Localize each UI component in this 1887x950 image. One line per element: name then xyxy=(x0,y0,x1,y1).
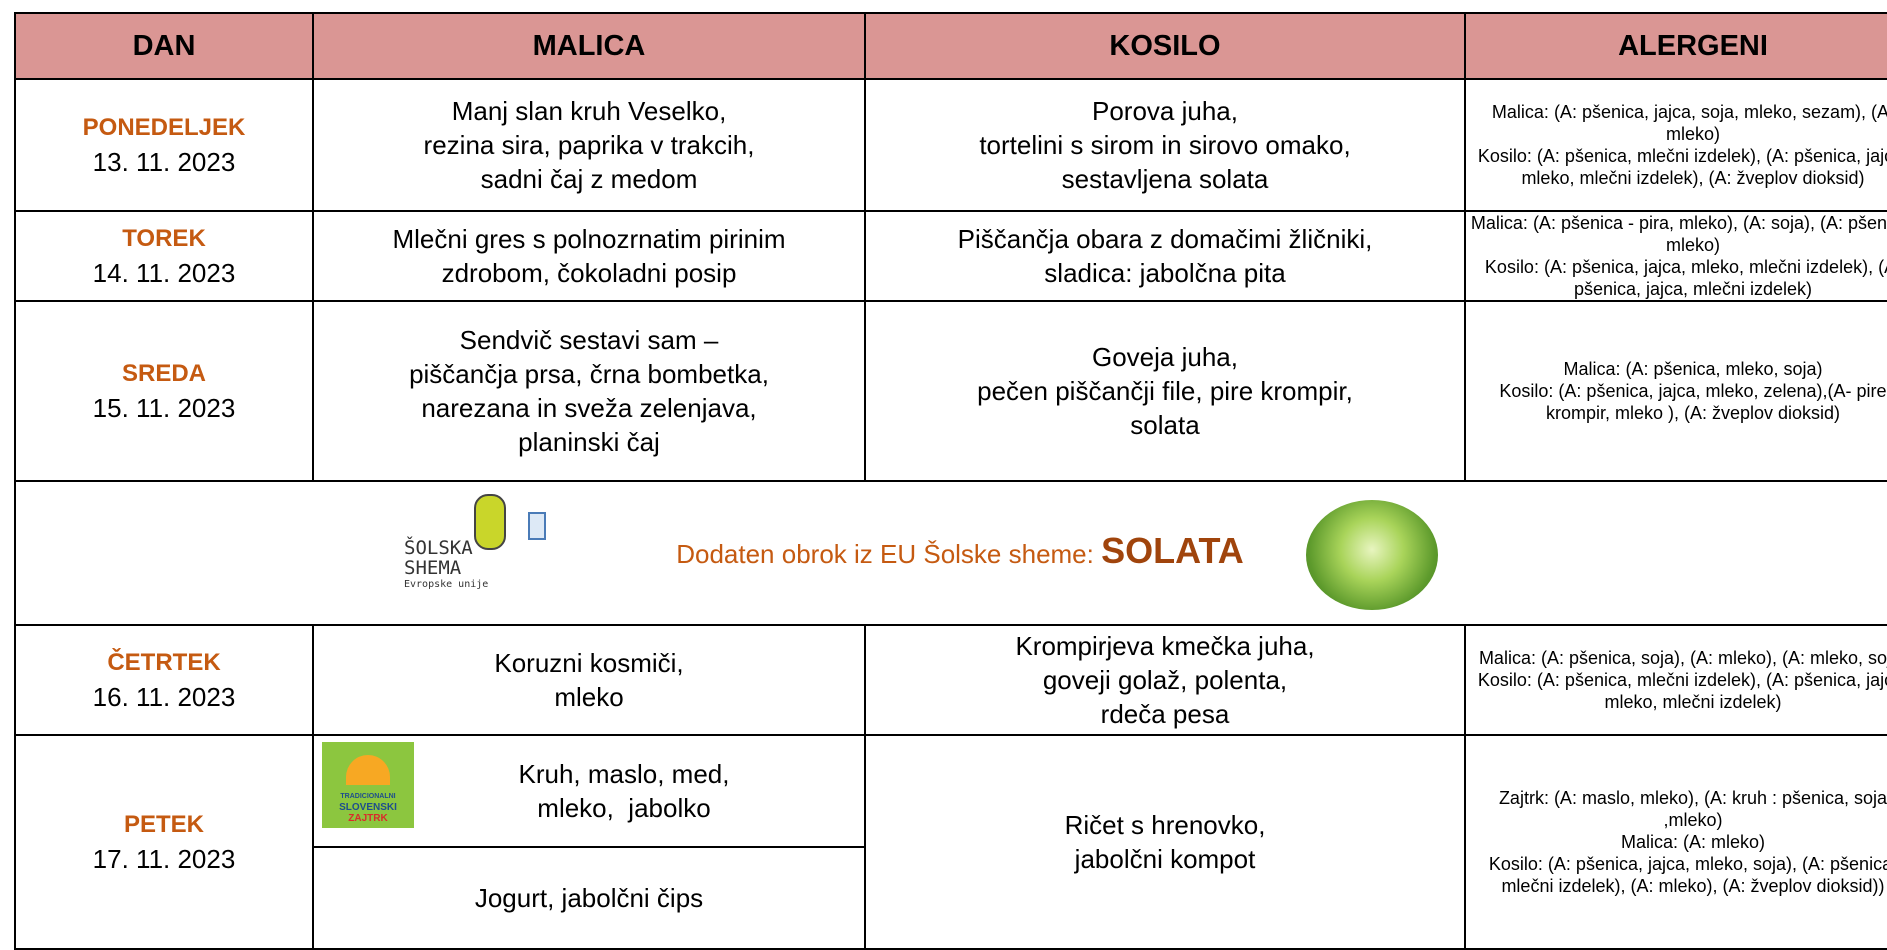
day-name: TOREK xyxy=(122,225,206,252)
alergeni-cell: Malica: (A: pšenica - pira, mleko), (A: … xyxy=(1464,210,1887,302)
logo-text: SLOVENSKI xyxy=(339,802,397,813)
banner-cell xyxy=(14,480,1887,626)
malica-line: rezina sira, paprika v trakcih, xyxy=(423,130,755,160)
kosilo-line: tortelini s sirom in sirovo omako, xyxy=(979,130,1351,160)
alergeni-line: Zajtrk: (A: maslo, mleko), (A: kruh : pš… xyxy=(1498,788,1887,830)
header-cell: DAN xyxy=(14,12,314,80)
malica-line: mleko, jabolko xyxy=(537,793,711,823)
header-cell: KOSILO xyxy=(864,12,1466,80)
alergeni-line: Kosilo: (A: pšenica, jajca, mleko, zelen… xyxy=(1499,381,1887,423)
alergeni-cell: Malica: (A: pšenica, soja), (A: mleko), … xyxy=(1464,624,1887,736)
alergeni-line: Kosilo: (A: pšenica, jajca, mleko, mlečn… xyxy=(1484,257,1887,299)
column-title: MALICA xyxy=(532,29,646,62)
malica-line: planinski čaj xyxy=(518,427,660,457)
malica-cell: Koruzni kosmiči, mleko xyxy=(312,624,866,736)
header-cell: MALICA xyxy=(312,12,866,80)
kosilo-line: rdeča pesa xyxy=(1100,699,1230,729)
day-date: 16. 11. 2023 xyxy=(92,682,236,712)
logo-figure xyxy=(474,494,506,550)
malica-cell: Mlečni gres s polnozrnatim pirinim zdrobo… xyxy=(312,210,866,302)
kosilo-line: goveji golaž, polenta, xyxy=(1042,665,1288,695)
kosilo-cell: Goveja juha, pečen piščančji file, pire k… xyxy=(864,300,1466,482)
day-name: PETEK xyxy=(123,811,204,838)
banner-label: Dodaten obrok iz EU Šolske sheme: xyxy=(676,539,1094,569)
column-title: ALERGENI xyxy=(1618,29,1768,62)
malica-line: zdrobom, čokoladni posip xyxy=(441,258,737,288)
malica-line: Koruzni kosmiči, xyxy=(494,648,684,678)
kosilo-cell: Krompirjeva kmečka juha, goveji golaž, po… xyxy=(864,624,1466,736)
malica-cell: Jogurt, jabolčni čips xyxy=(312,846,866,950)
alergeni-cell: Malica: (A: pšenica, mleko, soja) Kosilo:… xyxy=(1464,300,1887,482)
kosilo-line: Piščančja obara z domačimi žličniki, xyxy=(957,224,1373,254)
alergeni-line: Malica: (A: pšenica, mleko, soja) xyxy=(1563,359,1823,379)
kosilo-line: sladica: jabolčna pita xyxy=(1044,258,1286,288)
malica-line: mleko xyxy=(554,682,624,712)
alergeni-line: Malica: (A: pšenica - pira, mleko), (A: … xyxy=(1470,213,1887,255)
kosilo-line: Goveja juha, xyxy=(1092,342,1238,372)
logo-text: Evropske unije xyxy=(404,579,489,590)
malica-line: narezana in sveža zelenjava, xyxy=(421,393,757,423)
logo-sun xyxy=(346,755,390,785)
banner-text: Dodaten obrok iz EU Šolske sheme: SOLATA xyxy=(640,530,1280,572)
alergeni-line: Kosilo: (A: pšenica, mlečni izdelek), (A… xyxy=(1477,146,1887,188)
kosilo-line: Ričet s hrenovko, xyxy=(1064,810,1266,840)
day-name: PONEDELJEK xyxy=(82,114,246,141)
malica-cell: Sendvič sestavi sam – piščančja prsa, črn… xyxy=(312,300,866,482)
column-title: DAN xyxy=(132,29,196,62)
zajtrk-logo: TRADICIONALNI SLOVENSKI ZAJTRK xyxy=(322,742,414,828)
kosilo-line: Porova juha, xyxy=(1092,96,1238,126)
malica-line: piščančja prsa, črna bombetka, xyxy=(409,359,769,389)
day-cell: PONEDELJEK 13. 11. 2023 xyxy=(14,78,314,212)
shema-logo: ŠOLSKA SHEMA Evropske unije xyxy=(402,494,558,600)
kosilo-line: Krompirjeva kmečka juha, xyxy=(1015,631,1315,661)
kosilo-cell: Piščančja obara z domačimi žličniki, slad… xyxy=(864,210,1466,302)
logo-text: ZAJTRK xyxy=(348,813,388,824)
day-date: 17. 11. 2023 xyxy=(92,844,236,874)
day-cell: TOREK 14. 11. 2023 xyxy=(14,210,314,302)
malica-cell: Manj slan kruh Veselko, rezina sira, papr… xyxy=(312,78,866,212)
day-date: 13. 11. 2023 xyxy=(92,147,236,177)
day-cell: ČETRTEK 16. 11. 2023 xyxy=(14,624,314,736)
alergeni-cell: Zajtrk: (A: maslo, mleko), (A: kruh : pš… xyxy=(1464,734,1887,950)
alergeni-line: Malica: (A: pšenica, jajca, soja, mleko,… xyxy=(1491,102,1887,144)
day-cell: SREDA 15. 11. 2023 xyxy=(14,300,314,482)
logo-text: ŠOLSKA xyxy=(404,537,473,559)
malica-line: Mlečni gres s polnozrnatim pirinim xyxy=(392,224,786,254)
kosilo-line: pečen piščančji file, pire krompir, xyxy=(977,376,1353,406)
cabbage-image xyxy=(1306,500,1438,610)
malica-line: Jogurt, jabolčni čips xyxy=(474,883,704,913)
day-name: ČETRTEK xyxy=(107,649,221,676)
kosilo-line: sestavljena solata xyxy=(1061,164,1269,194)
malica-line: Kruh, maslo, med, xyxy=(518,759,730,789)
malica-line: Manj slan kruh Veselko, xyxy=(451,96,727,126)
alergeni-cell: Malica: (A: pšenica, jajca, soja, mleko,… xyxy=(1464,78,1887,212)
logo-text-box: ŠOLSKA SHEMA Evropske unije xyxy=(404,538,488,591)
kosilo-cell: Ričet s hrenovko, jabolčni kompot xyxy=(864,734,1466,950)
logo-glass xyxy=(528,512,546,540)
malica-line: Sendvič sestavi sam – xyxy=(459,325,719,355)
column-title: KOSILO xyxy=(1109,29,1221,62)
logo-text: TRADICIONALNI xyxy=(340,793,396,800)
day-date: 15. 11. 2023 xyxy=(92,393,236,423)
logo-text: SHEMA xyxy=(404,557,462,579)
alergeni-line: Malica: (A: mleko) xyxy=(1620,832,1766,852)
kosilo-cell: Porova juha, tortelini s sirom in sirovo … xyxy=(864,78,1466,212)
alergeni-line: Kosilo: (A: pšenica, mlečni izdelek), (A… xyxy=(1477,670,1887,712)
alergeni-line: Kosilo: (A: pšenica, jajca, mleko, soja)… xyxy=(1488,854,1887,896)
day-cell: PETEK 17. 11. 2023 xyxy=(14,734,314,950)
day-name: SREDA xyxy=(121,360,206,387)
alergeni-line: Malica: (A: pšenica, soja), (A: mleko), … xyxy=(1478,648,1887,668)
malica-line: sadni čaj z medom xyxy=(480,164,698,194)
kosilo-line: solata xyxy=(1130,410,1200,440)
banner-highlight: SOLATA xyxy=(1101,530,1244,571)
header-cell: ALERGENI xyxy=(1464,12,1887,80)
kosilo-line: jabolčni kompot xyxy=(1074,844,1256,874)
day-date: 14. 11. 2023 xyxy=(92,258,236,288)
